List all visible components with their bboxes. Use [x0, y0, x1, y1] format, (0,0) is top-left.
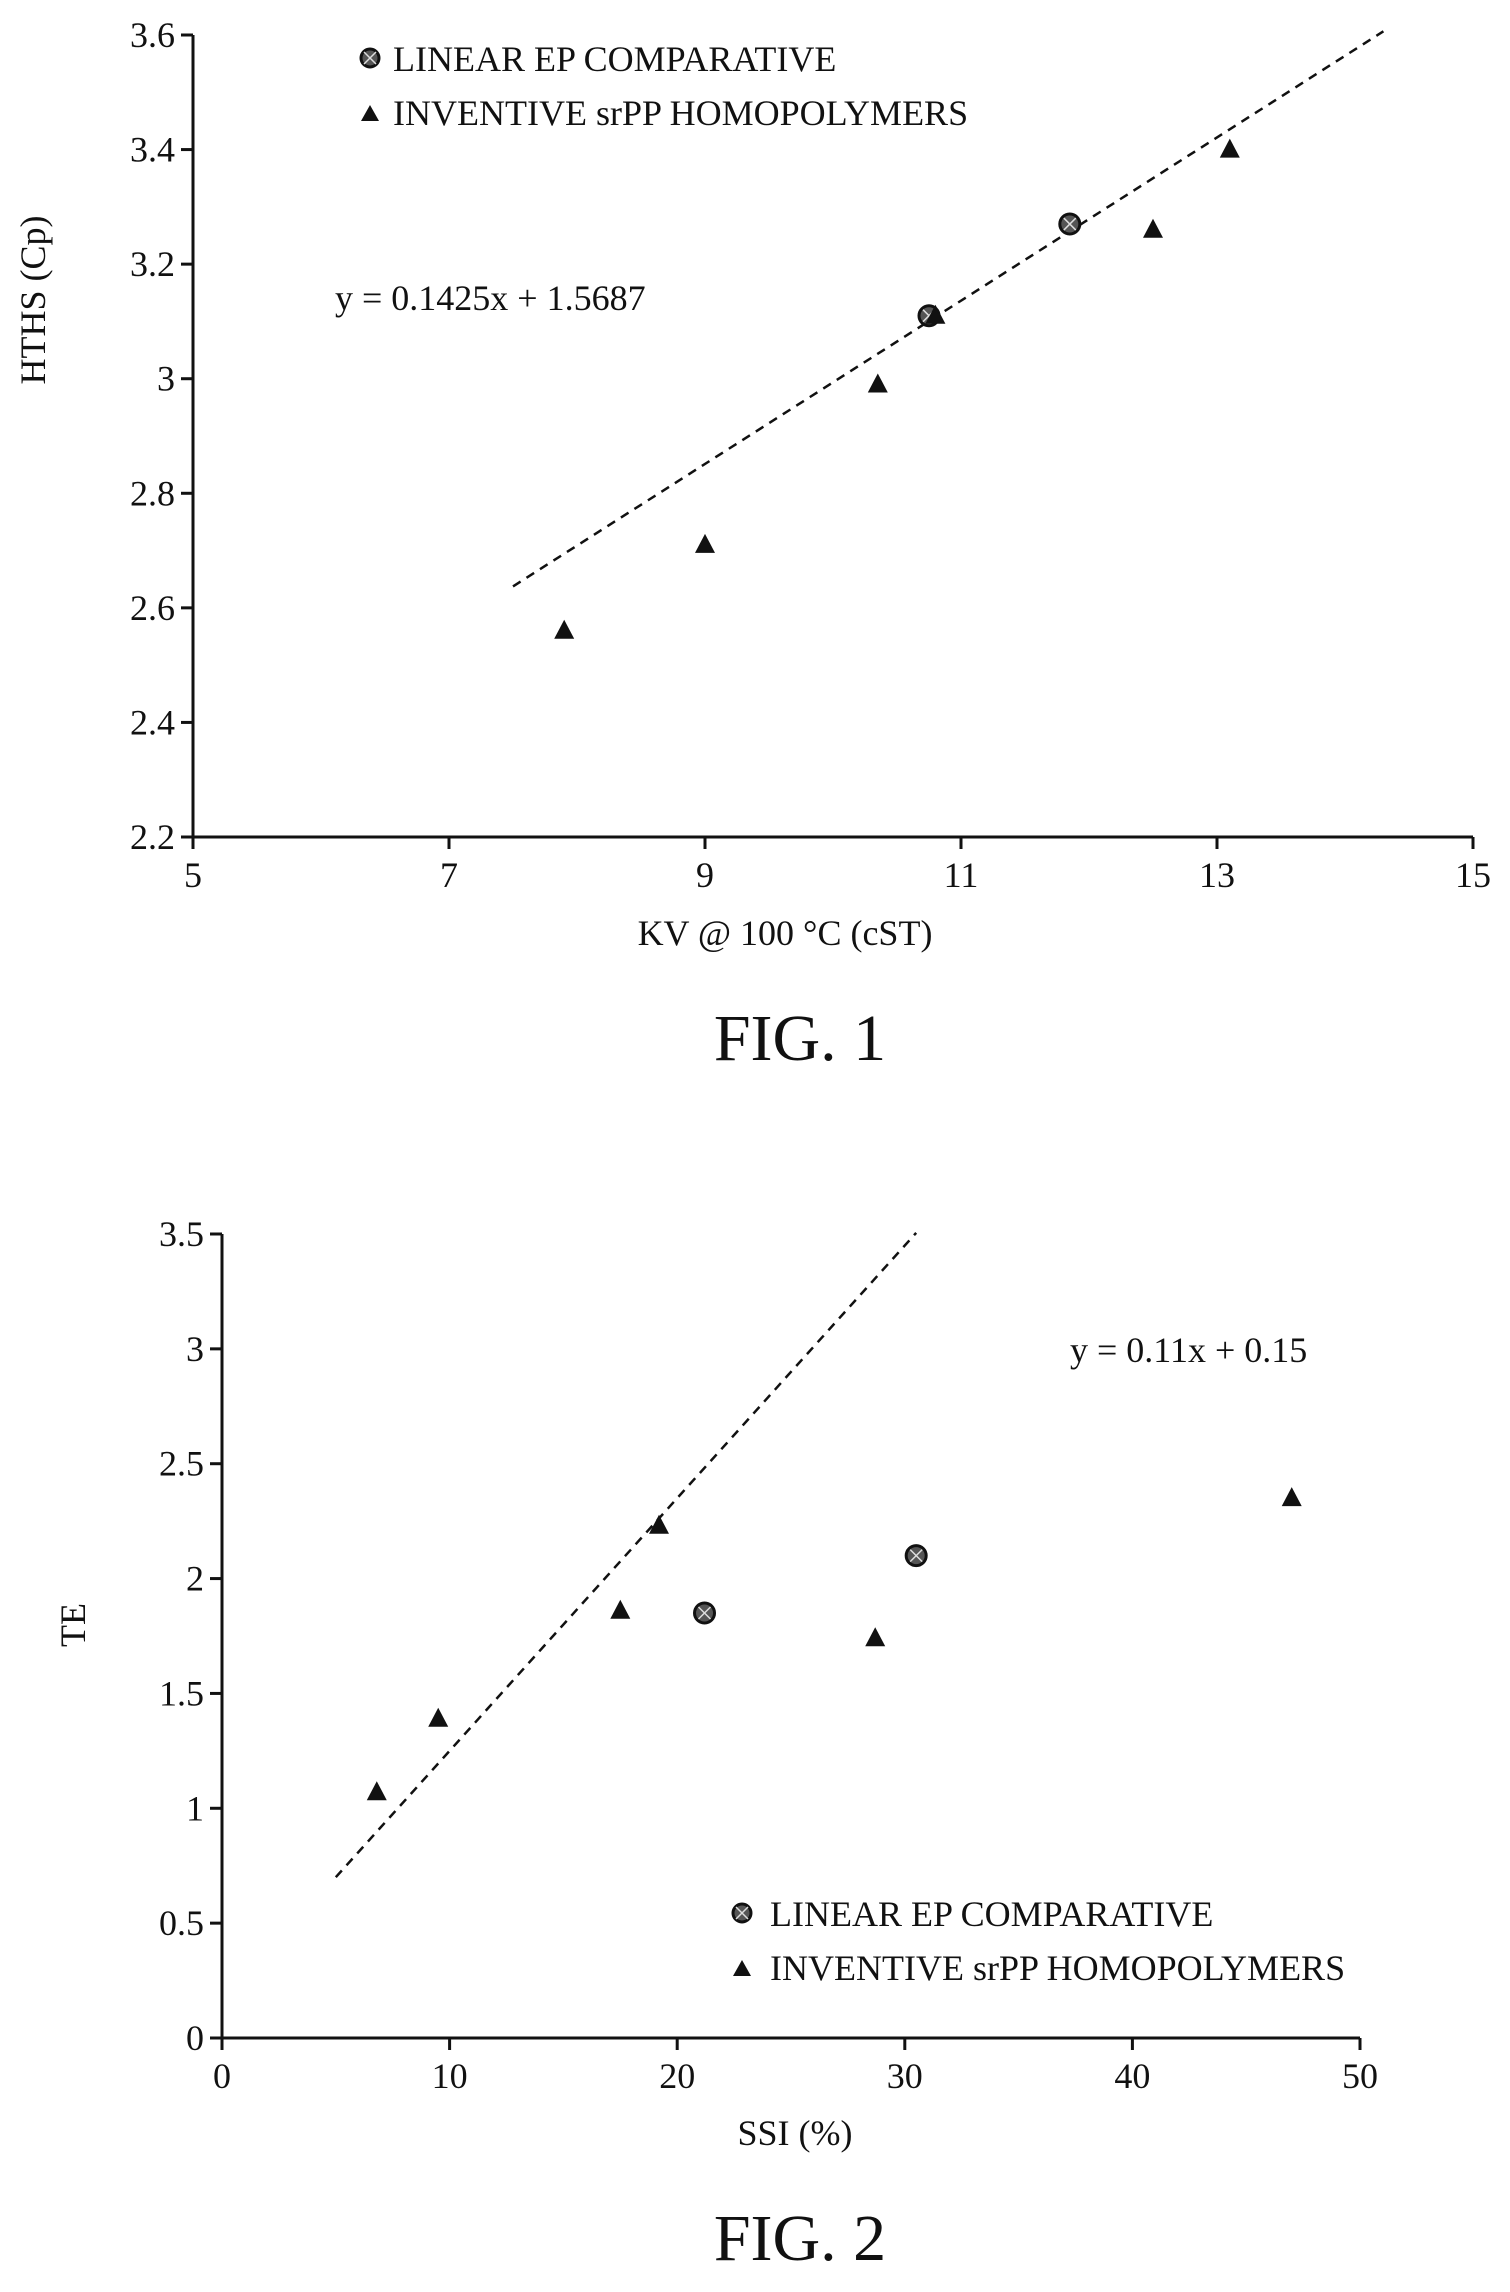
fig1-y-tick-label: 3.6 — [130, 15, 175, 55]
fig2-y-tick-label: 3.5 — [159, 1214, 204, 1254]
fig2-y-tick-label: 1.5 — [159, 1673, 204, 1713]
fig1-point-inventive — [554, 619, 575, 639]
fig2-caption: FIG. 2 — [714, 2202, 886, 2275]
fig1-y-tick-label: 2.2 — [130, 817, 175, 857]
fig1-x-tick-label: 11 — [944, 855, 979, 895]
fig1-point-inventive — [695, 533, 715, 553]
fig2-y-tick-label: 2.5 — [159, 1444, 204, 1484]
fig2-point-comparative — [904, 1544, 928, 1568]
fig1-legend-triangle-marker — [361, 105, 379, 121]
fig2-legend: LINEAR EP COMPARATIVE INVENTIVE srPP HOM… — [731, 1894, 1345, 1988]
fig2-x-tick-label: 20 — [659, 2056, 695, 2096]
fig2-legend-label-inventive: INVENTIVE srPP HOMOPOLYMERS — [770, 1948, 1345, 1988]
fig1-x-tick-label: 9 — [696, 855, 714, 895]
fig1-y-tick-label: 3.2 — [130, 244, 175, 284]
fig2-y-tick-label: 0.5 — [159, 1903, 204, 1943]
fig1-point-inventive — [1143, 218, 1163, 238]
fig1-legend: LINEAR EP COMPARATIVE INVENTIVE srPP HOM… — [359, 39, 968, 133]
fig2-x-tick-label: 10 — [432, 2056, 468, 2096]
fig2-y-tick-label: 3 — [186, 1329, 204, 1369]
fig1-point-inventive — [1219, 138, 1240, 158]
fig2-point-inventive — [366, 1781, 387, 1801]
figure-2: 0 0.5 1 1.5 2 2.5 3 3.5 0 10 20 30 40 50 TE SSI (%) y… — [53, 1214, 1378, 2275]
fig1-y-tick-label: 3.4 — [130, 130, 175, 170]
fig1-x-tick-label: 7 — [440, 855, 458, 895]
fig1-x-axis-label: KV @ 100 °C (cST) — [638, 913, 933, 953]
fig2-point-inventive — [610, 1599, 631, 1619]
fig2-equation: y = 0.11x + 0.15 — [1070, 1330, 1307, 1370]
fig2-y-tick-label: 1 — [186, 1788, 204, 1828]
fig2-y-tick-label: 2 — [186, 1559, 204, 1599]
fig2-point-inventive — [1281, 1487, 1302, 1507]
fig1-x-tick-label: 15 — [1455, 855, 1491, 895]
fig1-equation: y = 0.1425x + 1.5687 — [335, 278, 646, 318]
fig2-legend-circle-marker — [731, 1902, 753, 1924]
fig1-point-inventive — [867, 373, 888, 393]
fig1-y-axis-label: HTHS (Cp) — [13, 216, 53, 385]
fig1-plot: 2.2 2.4 2.6 2.8 3 3.2 3.4 3.6 5 7 9 11 13 15 — [130, 15, 1491, 895]
fig2-x-tick-label: 30 — [887, 2056, 923, 2096]
fig1-y-tick-label: 2.8 — [130, 473, 175, 513]
fig1-y-tick-label: 2.4 — [130, 702, 175, 742]
fig1-axes — [191, 35, 1473, 839]
fig2-y-axis-label: TE — [53, 1603, 93, 1647]
fig1-legend-label-comparative: LINEAR EP COMPARATIVE — [393, 39, 836, 79]
fig1-legend-label-inventive: INVENTIVE srPP HOMOPOLYMERS — [393, 93, 968, 133]
fig2-x-tick-label: 40 — [1114, 2056, 1150, 2096]
fig2-x-axis-label: SSI (%) — [738, 2113, 853, 2153]
fig2-point-comparative — [693, 1601, 717, 1625]
fig2-legend-label-comparative: LINEAR EP COMPARATIVE — [770, 1894, 1213, 1934]
fig1-point-comparative — [1058, 212, 1082, 236]
fig2-y-tick-label: 0 — [186, 2018, 204, 2058]
fig1-x-tick-label: 13 — [1199, 855, 1235, 895]
fig2-point-inventive — [428, 1707, 449, 1727]
fig2-legend-triangle-marker — [733, 1960, 751, 1976]
fig1-trendline — [512, 30, 1385, 588]
fig2-point-inventive — [865, 1627, 886, 1647]
fig1-point-inventive — [925, 304, 946, 324]
fig2-plot: 0 0.5 1 1.5 2 2.5 3 3.5 0 10 20 30 40 50 — [159, 1214, 1378, 2096]
fig1-y-tick-label: 3 — [157, 359, 175, 399]
fig2-point-inventive — [648, 1514, 669, 1534]
fig1-legend-circle-marker — [359, 47, 381, 69]
fig2-x-tick-label: 50 — [1342, 2056, 1378, 2096]
fig2-x-tick-label: 0 — [213, 2056, 231, 2096]
fig2-trendline — [334, 1232, 918, 1879]
figure-1: 2.2 2.4 2.6 2.8 3 3.2 3.4 3.6 5 7 9 11 13 15 HTHS (Cp… — [13, 15, 1491, 1075]
fig1-y-tick-label: 2.6 — [130, 588, 175, 628]
fig1-caption: FIG. 1 — [714, 1002, 886, 1075]
fig1-x-tick-label: 5 — [184, 855, 202, 895]
